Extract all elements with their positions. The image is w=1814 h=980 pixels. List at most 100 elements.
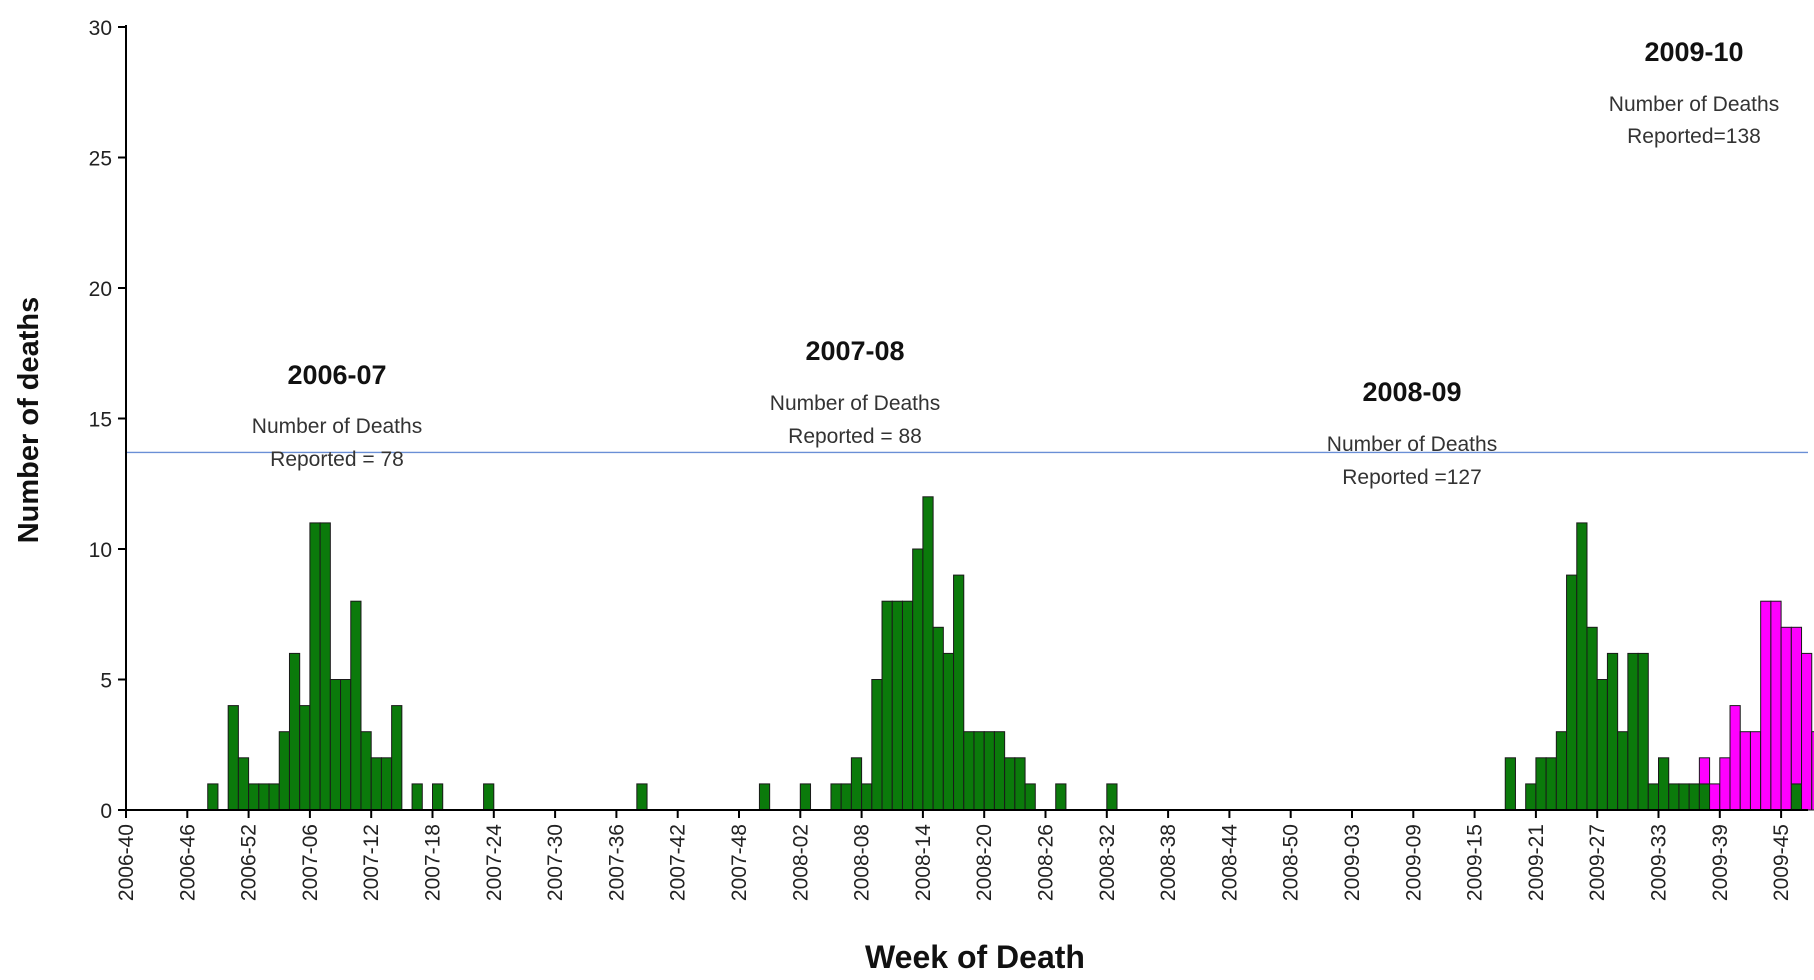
x-tick-label: 2009-21 (1525, 824, 1548, 901)
bar-segment-seasonal (1668, 783, 1680, 811)
bar-segment-seasonal (237, 757, 250, 811)
bar-segment-seasonal (432, 783, 444, 811)
bar-segment-seasonal (1576, 522, 1588, 811)
bar-segment-seasonal (1004, 757, 1016, 811)
y-axis-title: Number of deaths (13, 297, 45, 544)
bar-segment-seasonal (1596, 679, 1608, 811)
x-tick-label: 2008-20 (973, 824, 996, 901)
bar-segment-seasonal (1698, 783, 1711, 811)
y-axis: 0 5 10 15 20 25 30 (89, 17, 127, 823)
x-tick-label: 2008-08 (851, 824, 874, 901)
bar-segment-seasonal (1688, 783, 1700, 811)
bar-segment-seasonal (942, 652, 955, 811)
bar-segment-seasonal (1637, 652, 1649, 811)
bar-segment-seasonal (1525, 783, 1537, 811)
x-tick-label: 2006-46 (176, 824, 199, 901)
bar-segment-seasonal (1055, 783, 1067, 811)
y-tick-label: 30 (89, 17, 112, 40)
bar-segment-seasonal (340, 679, 352, 811)
bar-segment-seasonal (1658, 757, 1670, 811)
y-tick-label: 10 (89, 539, 112, 562)
season-note-line2: Reported = 78 (270, 448, 404, 471)
season-annotation-2008-09: 2008-09 Number of Deaths Reported =127 (1327, 377, 1497, 489)
season-title: 2009-10 (1644, 37, 1743, 67)
bar-segment-seasonal (891, 600, 903, 811)
bar-segment-seasonal (1106, 783, 1118, 811)
bar-segment-seasonal (840, 783, 852, 811)
bar-segment-seasonal (360, 731, 372, 811)
bar-segment-seasonal (993, 731, 1006, 811)
bar-segment-seasonal (983, 731, 995, 811)
x-tick-label: 2008-50 (1280, 824, 1303, 901)
season-annotation-2007-08: 2007-08 Number of Deaths Reported = 88 (770, 336, 940, 448)
bar-segment-seasonal (901, 600, 914, 811)
bar-segment-seasonal (268, 783, 280, 811)
bar-segment-seasonal (830, 783, 842, 811)
x-axis-title: Week of Death (865, 939, 1085, 975)
bar-segment-seasonal (309, 522, 321, 811)
bar-segment-seasonal (1678, 783, 1690, 811)
x-tick-label: 2006-40 (115, 824, 138, 901)
x-axis: 2006-40 2006-46 2006-52 2007-06 2007-12 2007-… (115, 809, 1808, 901)
bar-segment-seasonal (636, 783, 648, 811)
season-note-line1: Number of Deaths (1609, 93, 1779, 116)
x-tick-label: 2009-09 (1402, 824, 1425, 901)
x-tick-label: 2009-15 (1464, 824, 1487, 901)
bar-segment-seasonal (350, 600, 362, 811)
bar-segment-pandemic (1719, 757, 1731, 811)
season-note-line2: Reported =127 (1342, 466, 1482, 489)
bar-segment-seasonal (207, 783, 219, 811)
season-title: 2008-09 (1362, 377, 1461, 407)
bar-segment-seasonal (963, 731, 975, 811)
bar-segment-pandemic (1780, 626, 1792, 811)
bar-segment-seasonal (299, 705, 311, 811)
bar-segment-seasonal (1606, 652, 1619, 811)
x-tick-label: 2006-52 (238, 824, 261, 901)
x-tick-label: 2007-42 (667, 824, 690, 901)
x-tick-label: 2007-18 (422, 824, 445, 901)
season-annotation-2009-10: 2009-10 Number of Deaths Reported=138 (1609, 37, 1779, 148)
bar-segment-seasonal (411, 783, 423, 811)
season-title: 2006-07 (287, 360, 386, 390)
bar-segment-seasonal (1617, 731, 1629, 811)
bar-segment-seasonal (1504, 757, 1516, 811)
bar-segment-seasonal (248, 783, 260, 811)
x-tick-label: 2008-02 (789, 824, 812, 901)
y-tick-label: 20 (89, 278, 112, 301)
bar-segment-pandemic (1729, 705, 1741, 811)
y-tick-label: 5 (100, 670, 112, 693)
x-tick-label: 2009-45 (1770, 824, 1793, 901)
bar-segment-seasonal (1566, 574, 1578, 811)
bar-segment-seasonal (278, 731, 290, 811)
bar-segment-seasonal (370, 757, 382, 811)
season-note-line2: Reported = 88 (788, 425, 922, 448)
season-note-line1: Number of Deaths (770, 392, 940, 415)
bar-segment-seasonal (288, 652, 301, 811)
bar-segment-pandemic (1790, 626, 1803, 785)
x-tick-label: 2009-33 (1648, 824, 1671, 901)
x-tick-label: 2009-27 (1586, 824, 1609, 901)
bar-segment-seasonal (850, 757, 863, 811)
bar-segment-seasonal (973, 731, 985, 811)
bar-segment-seasonal (319, 522, 331, 811)
season-note-line1: Number of Deaths (252, 415, 422, 438)
season-note-line1: Number of Deaths (1327, 433, 1497, 456)
bar-segment-seasonal (1535, 757, 1547, 811)
bar-segment-pandemic (1811, 731, 1814, 811)
bar-segment-seasonal (871, 679, 883, 811)
bar-segment-pandemic (1739, 731, 1751, 811)
x-tick-label: 2008-14 (912, 824, 935, 901)
bar-segment-seasonal (1586, 626, 1598, 811)
bar-segment-pandemic (1698, 757, 1711, 785)
season-note-line2: Reported=138 (1627, 125, 1761, 148)
bar-segment-seasonal (1014, 757, 1026, 811)
x-tick-label: 2008-26 (1035, 824, 1058, 901)
x-tick-label: 2007-36 (605, 824, 628, 901)
season-title: 2007-08 (805, 336, 904, 366)
bar-segment-pandemic (1709, 783, 1721, 811)
y-tick-label: 25 (89, 148, 112, 171)
bar-segment-seasonal (912, 548, 924, 811)
bar-segment-seasonal (391, 705, 403, 811)
x-tick-label: 2007-48 (728, 824, 751, 901)
